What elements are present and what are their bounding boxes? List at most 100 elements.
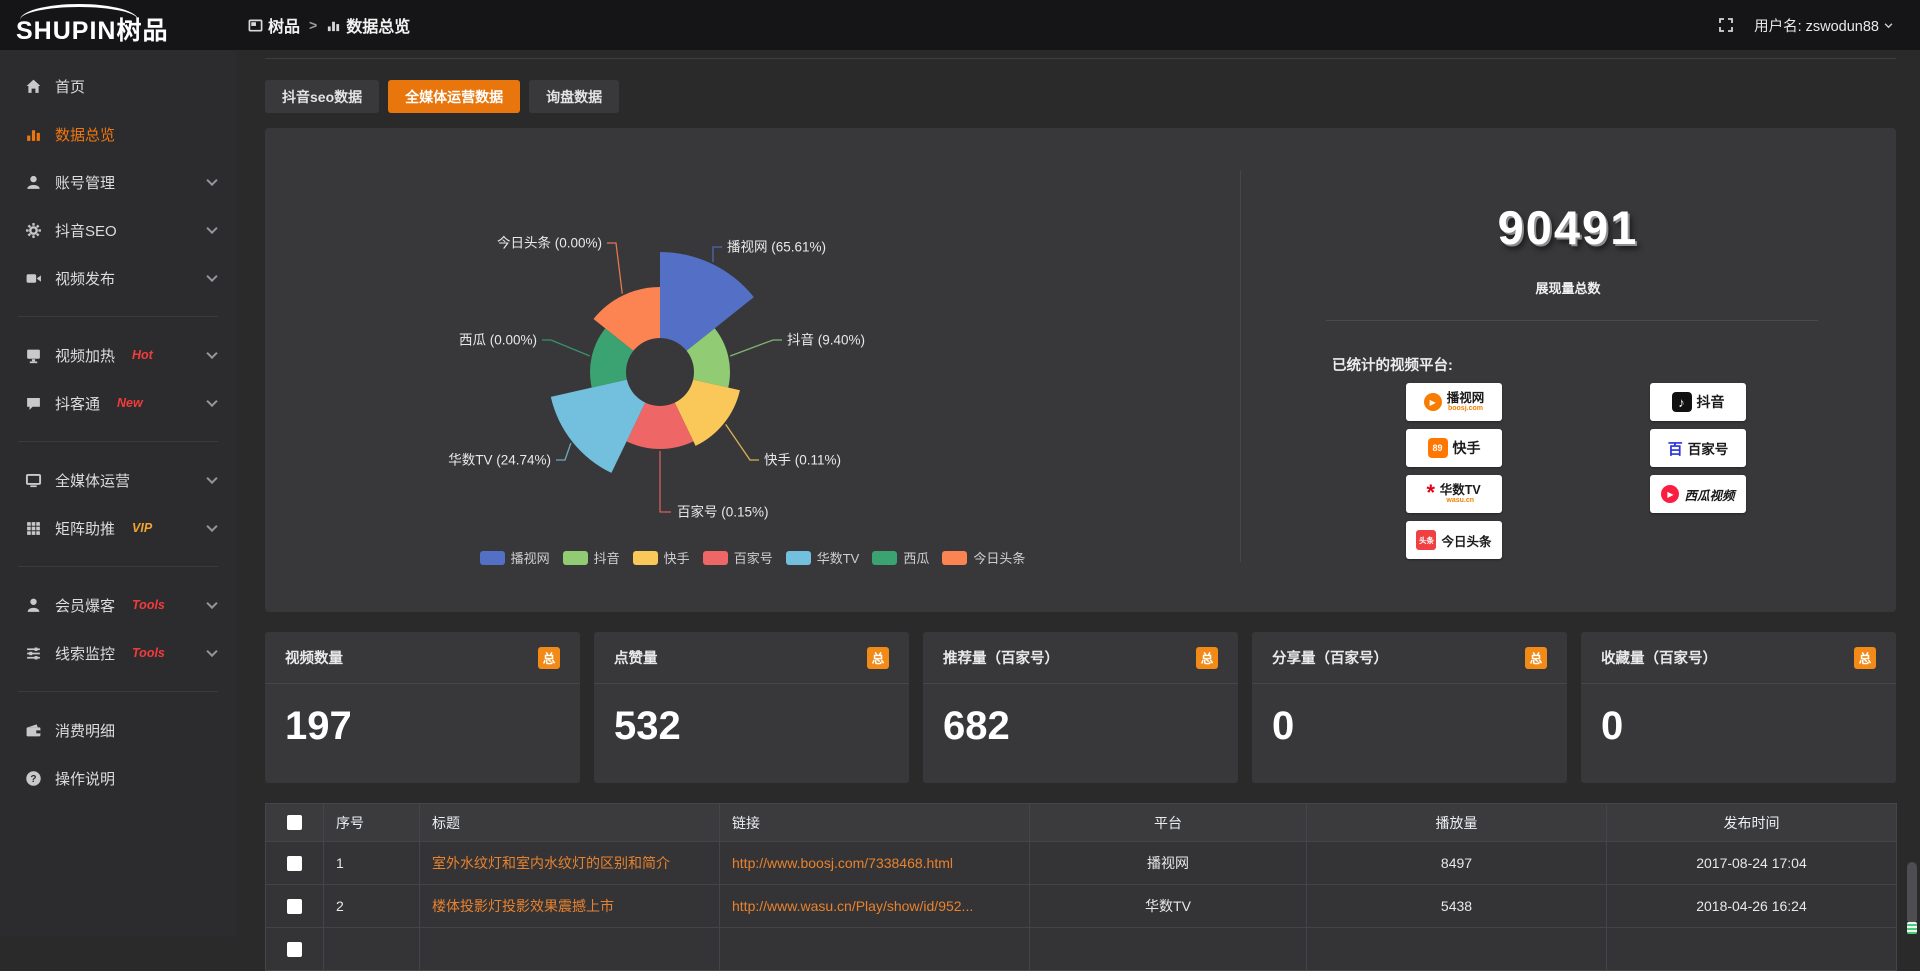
- sidebar-item-account[interactable]: 账号管理: [0, 158, 236, 206]
- card-title: 视频数量: [285, 647, 343, 668]
- legend-swatch: [942, 551, 967, 565]
- label-line: [660, 451, 671, 512]
- row-platform: 播视网: [1030, 842, 1307, 885]
- sidebar-divider: [18, 316, 218, 317]
- username-label: 用户名: zswodun88: [1754, 15, 1879, 36]
- scrollbar-thumb[interactable]: [1907, 862, 1917, 924]
- question-circle-icon: ?: [25, 770, 42, 787]
- legend-item[interactable]: 西瓜: [872, 548, 929, 567]
- tab-omnimedia-data[interactable]: 全媒体运营数据: [388, 80, 520, 113]
- video-title-link[interactable]: 楼体投影灯投影效果震撼上市: [420, 885, 720, 928]
- person-icon: [25, 597, 42, 614]
- total-impressions-label: 展现量总数: [1240, 278, 1896, 297]
- vip-badge: VIP: [132, 521, 152, 535]
- rose-pie-chart[interactable]: 播视网 (65.61%)抖音 (9.40%)快手 (0.11%)百家号 (0.1…: [265, 128, 1240, 612]
- row-time: 2018-04-26 16:24: [1607, 885, 1897, 928]
- sidebar-item-spend-detail[interactable]: 消费明细: [0, 706, 236, 754]
- sidebar-item-lead-monitor[interactable]: 线索监控 Tools: [0, 629, 236, 677]
- row-checkbox[interactable]: [287, 942, 302, 957]
- video-url-link[interactable]: http://www.wasu.cn/Play/show/id/952...: [720, 885, 1030, 928]
- total-badge[interactable]: 总: [1854, 647, 1876, 669]
- legend-swatch: [703, 551, 728, 565]
- chat-icon: [25, 395, 42, 412]
- tab-douyin-seo-data[interactable]: 抖音seo数据: [265, 80, 379, 113]
- video-url-link[interactable]: http://www.boosj.com/7338468.html: [720, 842, 1030, 885]
- chevron-down-icon: [206, 646, 217, 657]
- tools-badge: Tools: [132, 598, 165, 612]
- video-title-link[interactable]: 室外水纹灯和室内水纹灯的区别和简介: [420, 842, 720, 885]
- user-icon: [25, 174, 42, 191]
- legend-item[interactable]: 华数TV: [786, 548, 860, 567]
- legend-swatch: [633, 551, 658, 565]
- video-camera-icon: [25, 270, 42, 287]
- row-platform: 华数TV: [1030, 885, 1307, 928]
- legend-swatch: [872, 551, 897, 565]
- platform-badge-douyin[interactable]: ♪ 抖音: [1650, 383, 1746, 421]
- col-title: 标题: [420, 804, 720, 842]
- sidebar-item-doketong[interactable]: 抖客通 New: [0, 379, 236, 427]
- legend-item[interactable]: 抖音: [563, 548, 620, 567]
- summary-divider: [1326, 320, 1818, 321]
- legend-item[interactable]: 今日头条: [942, 548, 1025, 567]
- stat-card-likes: 点赞量 总 532: [594, 632, 909, 783]
- sidebar-item-video-publish[interactable]: 视频发布: [0, 254, 236, 302]
- platform-badge-kuaishou[interactable]: 89 快手: [1406, 429, 1502, 467]
- legend-item[interactable]: 百家号: [703, 548, 773, 567]
- top-bar: SHUPIN树品 树品 > 数据总览 用户名: zswodun88: [0, 0, 1920, 50]
- sidebar-item-douyin-seo[interactable]: 抖音SEO: [0, 206, 236, 254]
- label-line: [713, 247, 722, 262]
- label-line: [607, 243, 622, 294]
- username-menu[interactable]: 用户名: zswodun88: [1754, 15, 1894, 36]
- legend-item[interactable]: 播视网: [480, 548, 550, 567]
- stat-cards-row: 视频数量总 197 点赞量总 532 推荐量（百家号）总 682 分享量（百家号…: [265, 632, 1896, 783]
- pie-chart-area: 播视网 (65.61%)抖音 (9.40%)快手 (0.11%)百家号 (0.1…: [265, 128, 1240, 612]
- breadcrumb-root[interactable]: 树品: [248, 13, 300, 37]
- card-title: 收藏量（百家号）: [1601, 647, 1717, 668]
- platform-badge-toutiao[interactable]: 头条 今日头条: [1406, 521, 1502, 559]
- sidebar-divider: [18, 566, 218, 567]
- label-line: [556, 443, 571, 460]
- total-badge[interactable]: 总: [1196, 647, 1218, 669]
- sidebar-divider: [18, 691, 218, 692]
- kuaishou-icon: 89: [1428, 438, 1448, 458]
- total-badge[interactable]: 总: [867, 647, 889, 669]
- sidebar-item-video-heat[interactable]: 视频加热 Hot: [0, 331, 236, 379]
- label-line: [730, 340, 782, 356]
- pie-label: 今日头条 (0.00%): [497, 235, 602, 251]
- grid-icon: [25, 520, 42, 537]
- select-all-checkbox[interactable]: [287, 815, 302, 830]
- legend-swatch: [563, 551, 588, 565]
- total-badge[interactable]: 总: [538, 647, 560, 669]
- sidebar-item-matrix-boost[interactable]: 矩阵助推 VIP: [0, 504, 236, 552]
- sidebar-item-help[interactable]: ? 操作说明: [0, 754, 236, 802]
- platform-badge-baijiahao[interactable]: 百 百家号: [1650, 429, 1746, 467]
- chevron-down-icon: [206, 348, 217, 359]
- card-title: 点赞量: [614, 647, 658, 668]
- sidebar-item-member-burst[interactable]: 会员爆客 Tools: [0, 581, 236, 629]
- tab-inquiry-data[interactable]: 询盘数据: [529, 80, 619, 113]
- total-badge[interactable]: 总: [1525, 647, 1547, 669]
- sidebar-item-home[interactable]: 首页: [0, 62, 236, 110]
- row-checkbox[interactable]: [287, 899, 302, 914]
- card-value: 532: [594, 684, 909, 749]
- breadcrumb: 树品 > 数据总览: [248, 13, 410, 37]
- sidebar-item-omnimedia[interactable]: 全媒体运营: [0, 456, 236, 504]
- legend-label: 西瓜: [903, 548, 929, 567]
- card-title: 推荐量（百家号）: [943, 647, 1059, 668]
- fullscreen-icon[interactable]: [1718, 17, 1734, 33]
- window-icon: [248, 18, 263, 33]
- screen-icon: [25, 347, 42, 364]
- table-header-row: 序号 标题 链接 平台 播放量 发布时间: [266, 804, 1897, 842]
- legend-label: 抖音: [594, 548, 620, 567]
- breadcrumb-current[interactable]: 数据总览: [326, 13, 410, 37]
- platform-badge-xigua[interactable]: ▶ 西瓜视频: [1650, 475, 1746, 513]
- legend-item[interactable]: 快手: [633, 548, 690, 567]
- xigua-play-icon: ▶: [1661, 485, 1679, 503]
- card-value: 0: [1252, 684, 1567, 749]
- platforms-title: 已统计的视频平台:: [1332, 354, 1453, 375]
- row-checkbox[interactable]: [287, 856, 302, 871]
- sidebar-item-data-overview[interactable]: 数据总览: [0, 110, 236, 158]
